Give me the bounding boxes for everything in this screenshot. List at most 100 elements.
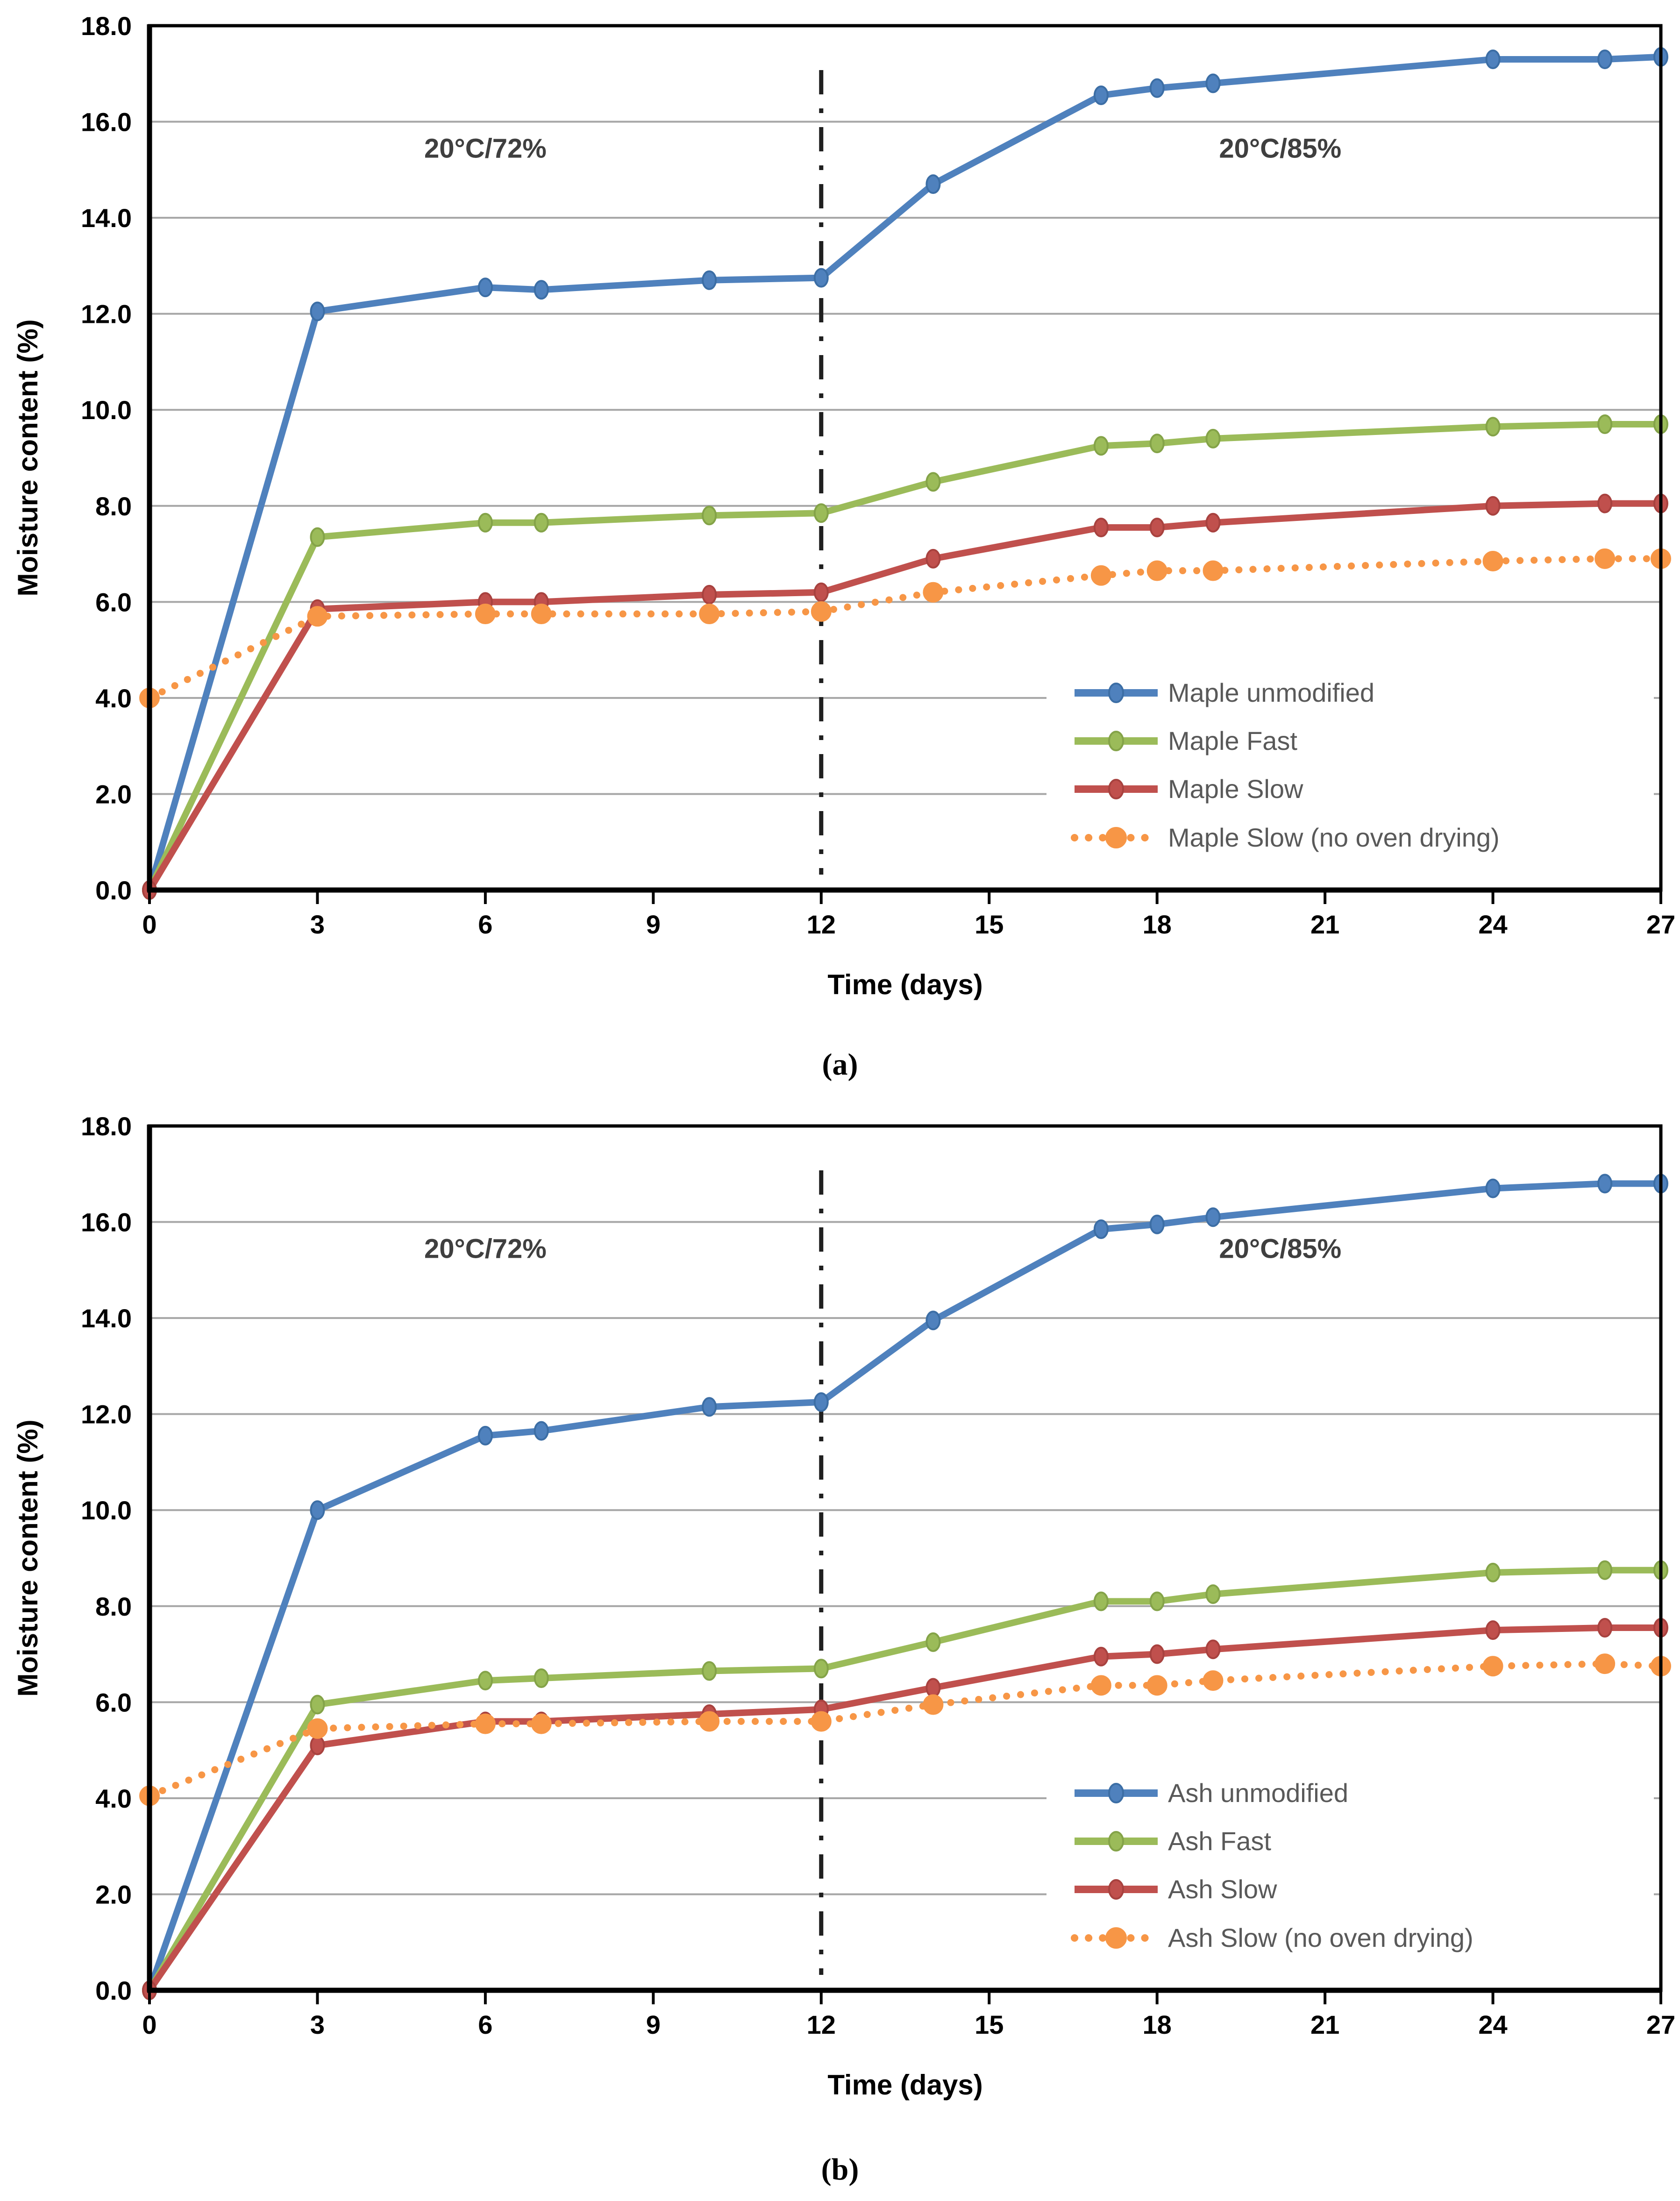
y-tick-label: 8.0 xyxy=(95,491,132,521)
data-point xyxy=(1485,49,1501,69)
data-point xyxy=(534,1668,549,1688)
data-point xyxy=(1203,1670,1224,1691)
y-tick-label: 0.0 xyxy=(95,876,132,905)
series-markers-ash-slow-no-oven-drying xyxy=(139,1653,1671,1806)
data-point xyxy=(1093,518,1109,538)
legend-swatch-marker-maple-slow-no-oven-drying xyxy=(1105,827,1127,848)
chart-panel-a: 20°C/72% 20°C/85% 0 3 6 9 12 15 18 21 24 27 0.0 2.0 4.… xyxy=(12,11,1675,1082)
data-point xyxy=(1597,49,1613,69)
data-point xyxy=(1205,73,1221,93)
y-tick-label: 14.0 xyxy=(81,1304,132,1333)
data-point xyxy=(307,1718,328,1739)
data-point xyxy=(1146,1675,1167,1696)
x-tick-label: 9 xyxy=(646,2010,661,2039)
legend-label-ash-fast: Ash Fast xyxy=(1168,1826,1271,1856)
data-point xyxy=(1597,1618,1613,1638)
annotation-right: 20°C/85% xyxy=(1219,1234,1341,1264)
legend-label-maple-fast: Maple Fast xyxy=(1168,726,1297,755)
data-point xyxy=(813,1659,829,1679)
data-point xyxy=(925,1311,941,1331)
x-tick-label: 3 xyxy=(310,910,325,939)
data-point xyxy=(1203,560,1224,581)
x-tick-label: 24 xyxy=(1478,910,1507,939)
data-point xyxy=(1597,1174,1613,1194)
y-tick-label: 12.0 xyxy=(81,1400,132,1429)
y-tick-label: 18.0 xyxy=(81,11,132,41)
annotation-left: 20°C/72% xyxy=(424,1234,547,1264)
data-point xyxy=(1595,548,1616,569)
legend-box xyxy=(1046,663,1654,865)
data-point xyxy=(702,584,717,605)
y-tick-label: 12.0 xyxy=(81,299,132,329)
data-point xyxy=(475,604,496,625)
data-point xyxy=(1149,1644,1165,1664)
y-tick-label: 10.0 xyxy=(81,395,132,425)
y-axis-title: Moisture content (%) xyxy=(12,1419,43,1696)
data-point xyxy=(1597,493,1613,513)
data-point xyxy=(310,1695,325,1715)
y-tick-label: 18.0 xyxy=(81,1111,132,1141)
data-point xyxy=(702,1661,717,1681)
data-point xyxy=(477,1671,493,1691)
data-point xyxy=(1093,1646,1109,1667)
data-point xyxy=(1090,565,1111,586)
data-point xyxy=(813,582,829,602)
data-point xyxy=(531,1713,552,1734)
data-point xyxy=(1149,434,1165,454)
data-point xyxy=(1595,1653,1616,1674)
data-point xyxy=(1149,1591,1165,1611)
data-point xyxy=(475,1713,496,1734)
data-point xyxy=(1205,1584,1221,1604)
legend-label-maple-slow-no-oven-drying: Maple Slow (no oven drying) xyxy=(1168,823,1500,852)
y-tick-label: 16.0 xyxy=(81,1208,132,1237)
data-point xyxy=(811,1711,832,1732)
y-tick-label: 14.0 xyxy=(81,203,132,233)
data-point xyxy=(699,604,720,625)
y-tick-label: 16.0 xyxy=(81,107,132,137)
data-point xyxy=(702,270,717,290)
y-tick-label: 2.0 xyxy=(95,779,132,809)
data-point xyxy=(1093,85,1109,106)
data-point xyxy=(1205,1207,1221,1227)
y-axis-title: Moisture content (%) xyxy=(12,319,43,596)
caption-b: (b) xyxy=(821,2152,859,2187)
legend-label-ash-unmodified: Ash unmodified xyxy=(1168,1778,1348,1808)
y-tick-label: 2.0 xyxy=(95,1880,132,1909)
data-point xyxy=(811,601,832,622)
data-point xyxy=(310,301,325,321)
x-tick-label: 12 xyxy=(807,2010,836,2039)
x-tick-label: 21 xyxy=(1310,910,1339,939)
data-point xyxy=(1482,1656,1503,1677)
data-point xyxy=(1597,414,1613,435)
x-tick-label: 27 xyxy=(1646,910,1675,939)
data-point xyxy=(310,1735,325,1755)
data-point xyxy=(1485,1562,1501,1582)
x-tick-label: 18 xyxy=(1143,910,1172,939)
annotation-right: 20°C/85% xyxy=(1219,134,1341,164)
x-tick-label: 21 xyxy=(1310,2010,1339,2039)
data-point xyxy=(1149,78,1165,98)
data-point xyxy=(310,1500,325,1520)
y-tick-label: 6.0 xyxy=(95,1688,132,1717)
data-point xyxy=(1485,417,1501,437)
data-point xyxy=(1205,513,1221,533)
x-tick-label: 6 xyxy=(478,2010,492,2039)
x-tick-label: 15 xyxy=(975,2010,1004,2039)
data-point xyxy=(1149,518,1165,538)
data-point xyxy=(1093,1219,1109,1239)
x-tick-label: 18 xyxy=(1143,2010,1172,2039)
data-point xyxy=(1597,1560,1613,1580)
data-point xyxy=(534,1421,549,1441)
data-point xyxy=(925,1678,941,1698)
data-point xyxy=(1093,1591,1109,1611)
series-markers-ash-unmodified xyxy=(142,1174,1668,2000)
x-tick-label: 0 xyxy=(142,910,157,939)
x-tick-label: 9 xyxy=(646,910,661,939)
data-point xyxy=(702,506,717,526)
legend-swatch-marker-ash-slow-no-oven-drying xyxy=(1105,1927,1127,1949)
y-tick-label: 4.0 xyxy=(95,1784,132,1813)
series-markers-maple-fast xyxy=(142,414,1668,900)
data-point xyxy=(925,1632,941,1652)
data-point xyxy=(923,582,944,603)
